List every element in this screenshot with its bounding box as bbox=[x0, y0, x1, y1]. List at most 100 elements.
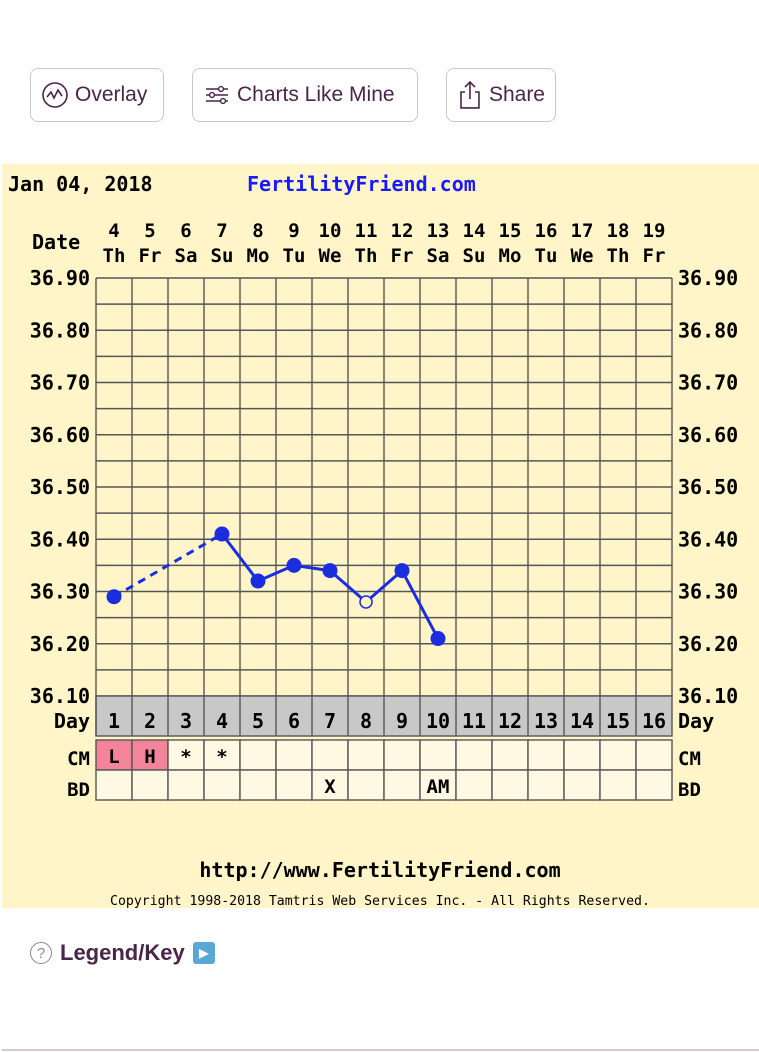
date-tick-label: 12 bbox=[391, 220, 414, 242]
cycle-day-label: 9 bbox=[396, 709, 408, 733]
weekday-tick-label: Sa bbox=[175, 245, 198, 267]
y-tick-label-left: 36.70 bbox=[30, 371, 90, 395]
site-name: FertilityFriend.com bbox=[247, 172, 476, 196]
bd-value: X bbox=[324, 776, 336, 798]
y-tick-label-left: 36.90 bbox=[30, 266, 90, 290]
chart-copyright: Copyright 1998-2018 Tamtris Web Services… bbox=[110, 894, 650, 908]
play-icon: ▶ bbox=[192, 942, 215, 964]
weekday-tick-label: Mo bbox=[499, 245, 522, 267]
cm-cell bbox=[491, 739, 529, 771]
y-tick-label-left: 36.20 bbox=[30, 632, 90, 656]
cycle-day-label: 6 bbox=[288, 709, 300, 733]
cm-cell bbox=[455, 739, 493, 771]
charts-like-mine-label: Charts Like Mine bbox=[237, 83, 395, 106]
legend-key-link[interactable]: ? Legend/Key ▶ bbox=[30, 940, 215, 966]
date-tick-label: 15 bbox=[499, 220, 522, 242]
cycle-day-label: 12 bbox=[498, 709, 522, 733]
temp-point-open bbox=[359, 595, 373, 609]
y-tick-label-left: 36.60 bbox=[30, 423, 90, 447]
day-row-label-right: Day bbox=[678, 709, 714, 733]
temp-line-segment bbox=[365, 569, 403, 604]
y-tick-label-left: 36.80 bbox=[30, 318, 90, 342]
cm-cell bbox=[599, 739, 637, 771]
share-icon bbox=[460, 80, 480, 109]
cycle-day-label: 3 bbox=[180, 709, 192, 733]
weekday-tick-label: We bbox=[319, 245, 342, 267]
date-tick-label: 4 bbox=[108, 220, 119, 242]
share-label: Share bbox=[488, 83, 545, 106]
weekday-tick-label: Su bbox=[463, 245, 486, 267]
day-row-label: Day bbox=[54, 709, 90, 733]
date-tick-label: 7 bbox=[216, 220, 227, 242]
y-tick-label-right: 36.10 bbox=[678, 684, 738, 708]
date-tick-label: 13 bbox=[427, 220, 450, 242]
cycle-day-label: 10 bbox=[426, 709, 450, 733]
cm-cell bbox=[419, 739, 457, 771]
divider bbox=[2, 1049, 759, 1051]
temp-point bbox=[106, 589, 122, 605]
temp-point bbox=[286, 557, 302, 573]
charts-like-mine-button[interactable]: Charts Like Mine bbox=[192, 68, 418, 122]
weekday-tick-label: We bbox=[571, 245, 594, 267]
y-tick-label-left: 36.40 bbox=[30, 527, 90, 551]
cm-cell bbox=[275, 739, 313, 771]
bd-cell bbox=[239, 769, 277, 801]
cycle-day-label: 2 bbox=[144, 709, 156, 733]
bd-cell bbox=[491, 769, 529, 801]
cycle-day-label: 13 bbox=[534, 709, 558, 733]
cycle-day-label: 4 bbox=[216, 709, 228, 733]
overlay-label: Overlay bbox=[75, 83, 148, 106]
date-row-label: Date bbox=[32, 230, 80, 254]
cm-cell bbox=[239, 739, 277, 771]
y-tick-label-right: 36.50 bbox=[678, 475, 738, 499]
bbt-chart: Jan 04, 2018 FertilityFriend.com Date 4 Th 5 F… bbox=[2, 164, 759, 908]
cycle-day-label: 11 bbox=[462, 709, 486, 733]
weekday-tick-label: Tu bbox=[283, 245, 306, 267]
date-tick-label: 17 bbox=[571, 220, 594, 242]
help-icon: ? bbox=[30, 942, 52, 964]
share-button[interactable]: Share bbox=[446, 68, 556, 122]
weekday-tick-label: Sa bbox=[427, 245, 450, 267]
cycle-day-label: 5 bbox=[252, 709, 264, 733]
date-tick-label: 16 bbox=[535, 220, 558, 242]
cm-cell bbox=[527, 739, 565, 771]
temp-point bbox=[322, 563, 338, 579]
chart-date-header: Jan 04, 2018 bbox=[8, 172, 153, 196]
cycle-day-label: 15 bbox=[606, 709, 630, 733]
y-tick-label-left: 36.30 bbox=[30, 580, 90, 604]
temp-point bbox=[394, 563, 410, 579]
bd-row-label-right: BD bbox=[678, 779, 701, 801]
bbt-chart-svg: Jan 04, 2018 FertilityFriend.com Date 4 Th 5 F… bbox=[8, 172, 738, 908]
y-tick-label-left: 36.50 bbox=[30, 475, 90, 499]
bd-cell bbox=[599, 769, 637, 801]
bd-cell bbox=[203, 769, 241, 801]
weekday-tick-label: Fr bbox=[643, 245, 666, 267]
date-tick-label: 11 bbox=[355, 220, 378, 242]
cycle-day-label: 8 bbox=[360, 709, 372, 733]
sliders-icon bbox=[206, 85, 228, 105]
bd-cell bbox=[131, 769, 169, 801]
cycle-day-label: 14 bbox=[570, 709, 594, 733]
cm-value: * bbox=[180, 746, 191, 768]
y-tick-label-right: 36.60 bbox=[678, 423, 738, 447]
temp-point bbox=[430, 631, 446, 647]
y-tick-label-right: 36.90 bbox=[678, 266, 738, 290]
overlay-button[interactable]: Overlay bbox=[30, 68, 164, 122]
date-tick-label: 5 bbox=[144, 220, 155, 242]
temp-line-segment bbox=[329, 569, 367, 604]
weekday-tick-label: Th bbox=[607, 245, 630, 267]
y-tick-label-left: 36.10 bbox=[30, 684, 90, 708]
cm-cell bbox=[635, 739, 673, 771]
y-tick-label-right: 36.80 bbox=[678, 318, 738, 342]
cm-cell bbox=[167, 739, 205, 771]
cm-value: L bbox=[108, 746, 119, 768]
bd-cell bbox=[95, 769, 133, 801]
date-tick-label: 19 bbox=[643, 220, 666, 242]
cm-row-label-right: CM bbox=[678, 748, 701, 770]
chart-url: http://www.FertilityFriend.com bbox=[199, 858, 560, 882]
date-tick-label: 10 bbox=[319, 220, 342, 242]
cm-value: * bbox=[216, 746, 227, 768]
bd-value: AM bbox=[427, 776, 450, 798]
cycle-day-label: 7 bbox=[324, 709, 336, 733]
weekday-tick-label: Su bbox=[211, 245, 234, 267]
